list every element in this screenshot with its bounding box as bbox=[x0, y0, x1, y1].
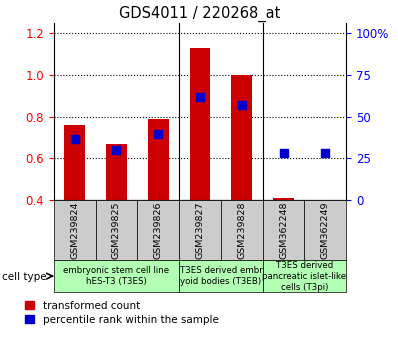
Text: GSM239828: GSM239828 bbox=[237, 201, 246, 259]
Bar bbox=[148, 119, 169, 200]
Legend: transformed count, percentile rank within the sample: transformed count, percentile rank withi… bbox=[25, 301, 219, 325]
Bar bbox=[179, 260, 263, 292]
Bar bbox=[64, 125, 85, 200]
Point bbox=[238, 102, 245, 108]
Bar bbox=[273, 198, 294, 200]
Point bbox=[280, 150, 287, 156]
Text: GSM239827: GSM239827 bbox=[195, 201, 205, 259]
Text: GSM239824: GSM239824 bbox=[70, 201, 79, 259]
Bar bbox=[54, 260, 179, 292]
Text: GSM239826: GSM239826 bbox=[154, 201, 163, 259]
Bar bbox=[137, 200, 179, 260]
Text: GSM362248: GSM362248 bbox=[279, 201, 288, 259]
Point bbox=[322, 150, 328, 156]
Text: GSM239825: GSM239825 bbox=[112, 201, 121, 259]
Bar bbox=[54, 200, 96, 260]
Point bbox=[155, 132, 162, 137]
Text: embryonic stem cell line
hES-T3 (T3ES): embryonic stem cell line hES-T3 (T3ES) bbox=[63, 266, 170, 286]
Bar bbox=[179, 200, 221, 260]
Text: GSM362249: GSM362249 bbox=[321, 201, 330, 259]
Bar bbox=[263, 200, 304, 260]
Bar bbox=[106, 144, 127, 200]
Text: T3ES derived
pancreatic islet-like
cells (T3pi): T3ES derived pancreatic islet-like cells… bbox=[262, 261, 347, 292]
Text: cell type: cell type bbox=[2, 272, 47, 282]
Bar bbox=[96, 200, 137, 260]
Point bbox=[72, 136, 78, 141]
Title: GDS4011 / 220268_at: GDS4011 / 220268_at bbox=[119, 5, 281, 22]
Point bbox=[197, 94, 203, 100]
Bar bbox=[304, 200, 346, 260]
Point bbox=[113, 148, 119, 153]
Bar bbox=[263, 260, 346, 292]
Bar bbox=[221, 200, 263, 260]
Bar bbox=[231, 75, 252, 200]
Bar bbox=[189, 48, 211, 200]
Text: T3ES derived embr
yoid bodies (T3EB): T3ES derived embr yoid bodies (T3EB) bbox=[179, 266, 262, 286]
